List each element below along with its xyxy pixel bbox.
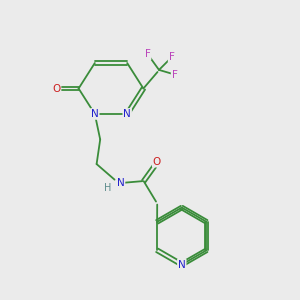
Text: O: O xyxy=(52,83,61,94)
Text: O: O xyxy=(153,157,161,167)
Text: H: H xyxy=(104,183,111,193)
Text: F: F xyxy=(145,49,151,59)
Text: N: N xyxy=(178,260,186,270)
Text: F: F xyxy=(172,70,178,80)
Text: N: N xyxy=(91,109,99,119)
Text: F: F xyxy=(169,52,175,62)
Text: N: N xyxy=(123,109,131,119)
Text: N: N xyxy=(117,178,124,188)
